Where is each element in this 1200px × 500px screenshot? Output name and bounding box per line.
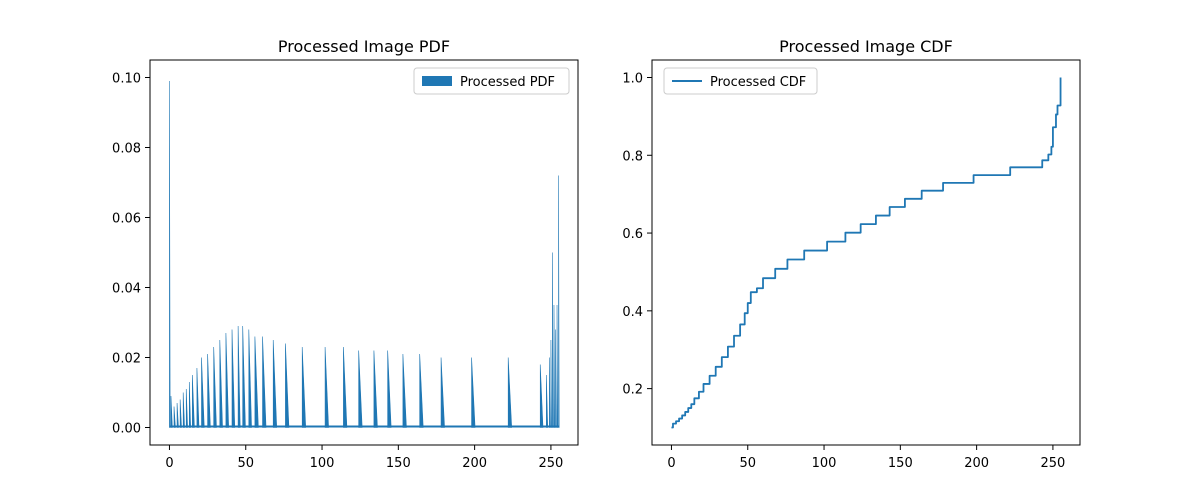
- pdf-spike: [242, 325, 246, 428]
- pdf-spike: [402, 353, 407, 428]
- pdf-spike: [207, 353, 211, 428]
- x-tick-label: 50: [739, 456, 756, 471]
- pdf-chart: Processed Image PDF 0 50 100 150 200 250 0.00…: [112, 37, 579, 471]
- y-tick-label: 0.06: [112, 212, 141, 227]
- pdf-spike: [552, 252, 554, 428]
- x-tick-label: 200: [964, 456, 989, 471]
- y-tick-label: 0.4: [622, 305, 643, 320]
- cdf-series-line: [671, 77, 1062, 429]
- pdf-spike: [549, 357, 551, 428]
- pdf-spike: [558, 175, 560, 428]
- cdf-chart-title: Processed Image CDF: [779, 37, 953, 56]
- y-tick-label: 0.8: [622, 149, 643, 164]
- x-tick-label: 150: [386, 456, 411, 471]
- x-tick-label: 0: [165, 456, 173, 471]
- pdf-spike: [192, 374, 195, 428]
- pdf-spike: [231, 329, 236, 428]
- y-tick-label: 0.2: [622, 383, 643, 398]
- pdf-spike: [176, 402, 179, 428]
- cdf-y-axis: 0.2 0.4 0.6 0.8 1.0: [622, 72, 652, 398]
- x-tick-label: 200: [462, 456, 487, 471]
- pdf-spike: [387, 350, 392, 428]
- pdf-spike: [185, 388, 188, 428]
- pdf-legend-label: Processed PDF: [460, 75, 555, 90]
- pdf-y-axis: 0.00 0.02 0.04 0.06 0.08 0.10: [112, 72, 150, 437]
- pdf-plot-area: [169, 80, 560, 428]
- x-tick-label: 0: [667, 456, 675, 471]
- pdf-spike: [301, 346, 307, 428]
- pdf-spike: [182, 392, 185, 428]
- cdf-plot-area: [671, 77, 1062, 429]
- x-tick-label: 100: [812, 456, 837, 471]
- pdf-legend-box: [413, 67, 570, 95]
- x-tick-label: 100: [310, 456, 335, 471]
- cdf-legend-label: Processed CDF: [710, 75, 806, 90]
- x-tick-label: 150: [888, 456, 913, 471]
- pdf-spike: [179, 399, 182, 428]
- pdf-legend-swatch: [422, 76, 452, 86]
- pdf-spike: [419, 353, 424, 428]
- pdf-spike: [553, 304, 555, 428]
- y-tick-label: 0.6: [622, 227, 643, 242]
- y-tick-label: 0.02: [112, 352, 141, 367]
- pdf-spike: [343, 346, 348, 428]
- x-tick-label: 250: [1041, 456, 1066, 471]
- pdf-spike: [471, 357, 476, 428]
- pdf-spike: [248, 329, 252, 428]
- y-tick-label: 0.10: [112, 72, 141, 87]
- pdf-baseline: [169, 425, 559, 428]
- pdf-spike: [539, 364, 544, 428]
- cdf-x-axis: 0 50 100 150 200 250: [667, 445, 1065, 471]
- pdf-spike: [254, 336, 259, 428]
- pdf-spike: [556, 304, 559, 428]
- pdf-spike: [373, 350, 378, 428]
- pdf-spike: [507, 357, 513, 428]
- x-tick-label: 250: [539, 456, 564, 471]
- y-tick-label: 0.08: [112, 142, 141, 157]
- pdf-spike: [188, 381, 191, 428]
- cdf-legend-box: [663, 67, 818, 95]
- pdf-legend: Processed PDF: [413, 67, 570, 95]
- cdf-chart: Processed Image CDF 0 50 100 150 200 250 0.20…: [622, 37, 1081, 471]
- y-tick-label: 1.0: [622, 72, 643, 87]
- pdf-spike: [170, 395, 173, 428]
- pdf-spike: [262, 336, 267, 428]
- pdf-chart-title: Processed Image PDF: [278, 37, 450, 56]
- pdf-spike: [169, 80, 171, 428]
- y-tick-label: 0.00: [112, 422, 141, 437]
- y-tick-label: 0.04: [112, 282, 141, 297]
- pdf-spike: [358, 350, 363, 428]
- pdf-spike: [285, 343, 290, 428]
- pdf-spike: [440, 357, 445, 428]
- pdf-spike: [550, 339, 552, 428]
- pdf-spike: [173, 406, 176, 428]
- pdf-spike: [201, 357, 205, 428]
- pdf-spike: [555, 329, 557, 428]
- pdf-spike: [196, 367, 200, 428]
- x-tick-label: 50: [237, 456, 254, 471]
- pdf-x-axis: 0 50 100 150 200 250: [165, 445, 563, 471]
- pdf-spike: [546, 374, 549, 428]
- pdf-axes-frame: [149, 59, 579, 446]
- pdf-spike: [219, 339, 223, 428]
- pdf-spike: [213, 346, 217, 428]
- pdf-spike: [225, 332, 229, 428]
- pdf-spike: [272, 339, 278, 428]
- cdf-axes-frame: [651, 59, 1081, 446]
- pdf-spike: [324, 346, 329, 428]
- pdf-spike: [237, 325, 241, 428]
- cdf-legend: Processed CDF: [663, 67, 818, 95]
